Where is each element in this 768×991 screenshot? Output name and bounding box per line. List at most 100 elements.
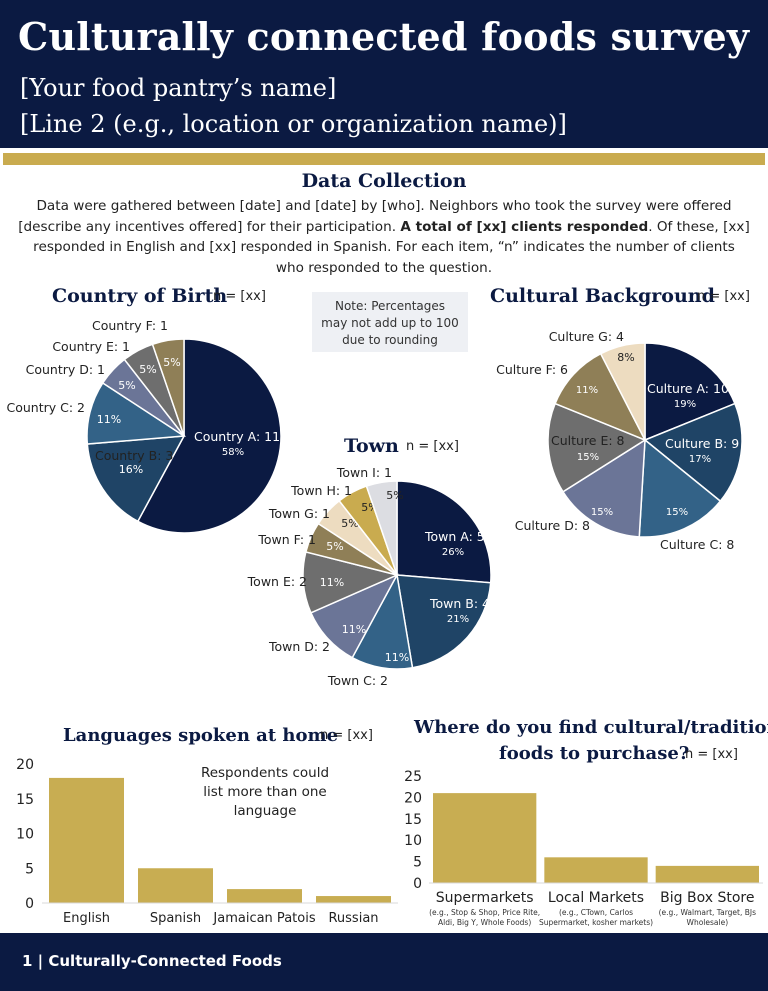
pie-slice-label: Town G: 1: [268, 506, 330, 521]
languages-note: Respondents could list more than one lan…: [190, 764, 340, 821]
pie-slice: [86, 435, 186, 523]
pie-slice-label: Culture E: 8: [551, 433, 625, 448]
category-sublabel: (e.g., Stop & Shop, Price Rite,: [429, 908, 540, 917]
pie-slice: [638, 438, 722, 538]
pie-slice: [644, 342, 736, 442]
pie-percent-label: 58%: [222, 447, 244, 458]
bar: [433, 793, 537, 883]
page-header: Culturally connected foods survey [Your …: [0, 0, 768, 148]
y-tick-label: 25: [404, 769, 422, 785]
pie-percent-label: 16%: [119, 463, 143, 476]
y-tick-label: 15: [16, 792, 34, 808]
pie-slice-label: Culture B: 9: [665, 436, 739, 451]
pie-percent-label: 19%: [674, 399, 696, 410]
pie-percent-label: 11%: [342, 623, 366, 636]
y-tick-label: 0: [413, 876, 422, 892]
note-line-3: due to rounding: [342, 333, 438, 347]
purchase-chart-title-2: foods to purchase?: [499, 743, 690, 764]
y-tick-label: 0: [25, 896, 34, 912]
pie-slice-label: Country D: 1: [26, 362, 105, 377]
town-n-label: n = [xx]: [406, 439, 459, 454]
pie-slice-label: Country A: 11: [194, 429, 280, 444]
languages-note-line-3: language: [233, 803, 297, 819]
country-chart-title: Country of Birth: [52, 285, 228, 307]
y-tick-label: 20: [16, 757, 34, 773]
dc-line-2-start: [describe any incentives offered] for th…: [18, 218, 401, 235]
pie-slice-label: Town I: 1: [336, 465, 392, 480]
category-label: Supermarkets: [436, 890, 534, 906]
category-label: English: [63, 911, 110, 926]
bar: [544, 857, 648, 883]
pie-slice-label: Town B: 4: [429, 596, 490, 611]
pie-slice: [151, 338, 185, 437]
pie-slice: [547, 402, 647, 493]
pie-slice-label: Culture C: 8: [660, 537, 734, 552]
pie-percent-label: 15%: [577, 452, 599, 463]
y-tick-label: 10: [16, 827, 34, 843]
dc-line-1: Data were gathered between [date] and [d…: [36, 198, 732, 214]
page-footer: 1 | Culturally-Connected Foods: [0, 933, 768, 991]
dc-line-4: who responded to the question.: [275, 259, 493, 276]
bar: [49, 777, 124, 903]
pie-slice-label: Culture A: 10: [647, 381, 729, 396]
languages-chart-title: Languages spoken at home: [63, 725, 339, 746]
pie-slice: [136, 338, 282, 534]
location-line: [Line 2 (e.g., location or organization …: [20, 110, 567, 138]
bar: [316, 896, 391, 903]
pie-slice: [643, 402, 743, 503]
pie-percent-label: 15%: [666, 507, 688, 518]
dc-line-2: [describe any incentives offered] for th…: [18, 217, 750, 238]
category-label: Jamaican Patois: [212, 911, 315, 926]
pie-slice-label: Town D: 2: [268, 639, 330, 654]
pie-slice-label: Town E: 2: [247, 574, 307, 589]
pie-percent-label: 26%: [442, 547, 464, 558]
pie-percent-label: 11%: [97, 413, 121, 426]
y-tick-label: 5: [413, 855, 422, 871]
languages-n-label: n = [xx]: [320, 728, 373, 743]
pie-slice-label: Town F: 1: [257, 532, 316, 547]
pie-slice-label: Town C: 2: [327, 673, 388, 688]
y-tick-label: 20: [404, 790, 422, 806]
pie-percent-label: 8%: [617, 351, 634, 364]
pie-slice: [396, 480, 492, 584]
pie-slice-label: Country B: 3: [95, 448, 173, 463]
pie-slice-label: Country F: 1: [92, 318, 168, 333]
pie-slice-label: Country E: 1: [52, 339, 130, 354]
data-collection-text: Data were gathered between [date] and [d…: [18, 196, 750, 278]
dc-line-2-end: . Of these, [xx]: [648, 218, 750, 235]
pie-percent-label: 11%: [385, 651, 409, 664]
pie-percent-label: 21%: [447, 614, 469, 625]
purchase-chart-title-1: Where do you find cultural/traditional: [414, 717, 768, 738]
pie-slice-label: Culture G: 4: [549, 329, 624, 344]
pie-percent-label: 17%: [689, 454, 711, 465]
gold-divider: [3, 153, 765, 165]
pie-percent-label: 5%: [326, 540, 343, 553]
country-n-label: n = [xx]: [213, 289, 266, 304]
pie-percent-label: 5%: [386, 489, 403, 502]
pie-slice-label: Town A: 5: [424, 529, 485, 544]
category-sublabel: Supermarket, kosher markets): [539, 918, 653, 927]
page-title: Culturally connected foods survey: [18, 14, 750, 59]
pie-slice-label: Culture D: 8: [515, 518, 590, 533]
dc-line-3: responded in English and [xx] responded …: [33, 239, 735, 255]
languages-note-line-2: list more than one: [203, 784, 327, 800]
category-label: Big Box Store: [660, 890, 754, 906]
town-chart-title: Town: [344, 435, 399, 457]
bar: [138, 868, 213, 903]
bar: [227, 889, 302, 903]
pie-slice: [599, 342, 646, 441]
languages-note-line-1: Respondents could: [200, 765, 330, 781]
footer-text: 1 | Culturally-Connected Foods: [22, 952, 282, 970]
pie-percent-label: 11%: [320, 576, 344, 589]
purchase-n-label: n = [xx]: [685, 747, 738, 762]
pie-percent-label: 11%: [576, 385, 598, 396]
pie-slice-label: Culture F: 6: [496, 362, 568, 377]
note-line-2: may not add up to 100: [321, 316, 459, 330]
category-label: Local Markets: [548, 890, 644, 906]
y-tick-label: 15: [404, 812, 422, 828]
pie-slice: [554, 352, 647, 442]
category-sublabel: Wholesale): [687, 918, 729, 927]
category-label: Spanish: [150, 911, 201, 926]
pie-slice: [396, 574, 492, 669]
